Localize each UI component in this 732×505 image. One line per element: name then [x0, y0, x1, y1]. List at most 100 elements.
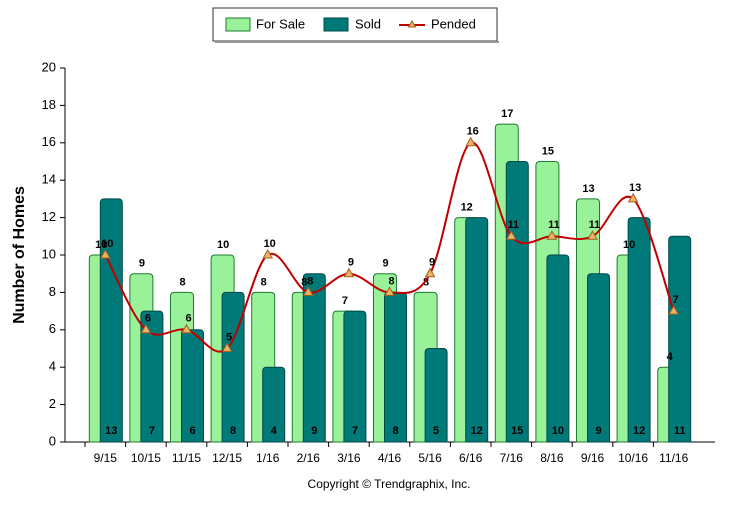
sold-bar [140, 310, 164, 443]
sold-bar [465, 217, 489, 443]
y-tick-label: 8 [49, 284, 56, 299]
pended-label: 7 [673, 294, 679, 306]
sold-label: 13 [105, 425, 117, 437]
pended-label: 6 [185, 313, 191, 325]
x-tick-label: 2/16 [297, 451, 321, 465]
for-sale-label: 7 [342, 295, 348, 307]
for-sale-label: 13 [582, 183, 594, 195]
y-tick-label: 0 [49, 433, 56, 448]
sold-bar [302, 273, 326, 443]
y-tick-label: 6 [49, 321, 56, 336]
x-tick-label: 10/15 [131, 451, 161, 465]
x-tick-label: 8/16 [540, 451, 564, 465]
pended-label: 9 [348, 257, 354, 269]
for-sale-label: 10 [95, 239, 107, 251]
sold-bar [384, 291, 407, 443]
sold-label: 9 [311, 425, 317, 437]
sold-label: 7 [352, 425, 358, 437]
pended-marker [181, 323, 192, 334]
sold-label: 7 [149, 425, 155, 437]
for-sale-label: 9 [382, 258, 388, 270]
x-tick-label: 5/16 [418, 451, 442, 465]
x-tick-label: 10/16 [618, 451, 648, 465]
for-sale-label: 12 [461, 202, 473, 214]
y-tick-label: 20 [42, 59, 56, 74]
y-tick-label: 12 [42, 209, 56, 224]
pended-marker [668, 305, 680, 315]
pended-label: 5 [226, 331, 232, 343]
y-tick-label: 14 [42, 172, 56, 187]
sold-label: 12 [471, 425, 483, 437]
pended-label: 16 [467, 126, 479, 138]
pended-marker [99, 248, 111, 259]
pended-marker [465, 136, 477, 147]
x-tick-label: 12/15 [212, 451, 242, 465]
pended-label: 9 [429, 257, 435, 269]
for-sale-label: 10 [623, 239, 635, 251]
legend-swatch [225, 17, 251, 32]
sold-label: 4 [271, 425, 278, 437]
legend-swatch [323, 17, 349, 32]
sold-label: 6 [189, 425, 195, 437]
sold-label: 9 [595, 425, 601, 437]
legend-label: Pended [431, 16, 476, 31]
sold-label: 8 [230, 425, 236, 437]
pended-label: 10 [101, 238, 113, 250]
x-tick-label: 4/16 [378, 451, 402, 465]
sold-label: 10 [552, 425, 564, 437]
y-axis-title: Number of Homes [11, 186, 28, 324]
for-sale-label: 8 [301, 276, 307, 288]
pended-label: 13 [629, 182, 641, 194]
sold-bar [587, 273, 610, 443]
pended-marker [262, 248, 274, 259]
sold-bar [221, 291, 245, 443]
x-tick-label: 7/16 [500, 451, 524, 465]
pended-marker [221, 342, 233, 352]
x-tick-label: 9/15 [94, 451, 118, 465]
sold-label: 12 [633, 425, 645, 437]
legend-box [212, 7, 498, 42]
sold-bar [424, 348, 448, 443]
pended-marker [140, 323, 152, 334]
footer: Copyright © Trendgraphix, Inc. [308, 477, 471, 491]
y-tick-label: 4 [49, 359, 56, 374]
y-tick-label: 10 [42, 246, 56, 261]
for-sale-label: 8 [261, 276, 267, 288]
sold-label: 8 [392, 425, 398, 437]
pended-marker [343, 267, 355, 278]
x-tick-label: 1/16 [256, 451, 280, 465]
x-tick-label: 11/16 [659, 451, 688, 465]
pended-label: 11 [589, 219, 601, 231]
sold-label: 5 [433, 425, 439, 437]
x-tick-label: 3/16 [337, 451, 361, 465]
pended-marker [384, 286, 395, 296]
y-tick-label: 2 [49, 396, 56, 411]
legend-label: For Sale [256, 16, 305, 31]
for-sale-label: 17 [501, 108, 513, 120]
for-sale-label: 8 [179, 276, 185, 288]
pended-label: 10 [264, 238, 276, 250]
pended-label: 6 [145, 313, 151, 325]
pended-label: 11 [507, 219, 519, 231]
sold-bar [262, 366, 286, 443]
sold-bar [99, 198, 123, 443]
legend-marker [407, 20, 417, 28]
for-sale-label: 10 [217, 239, 229, 251]
x-tick-label: 6/16 [459, 451, 483, 465]
for-sale-label: 15 [542, 145, 554, 157]
pended-marker [302, 286, 314, 296]
x-tick-label: 11/15 [172, 451, 201, 465]
pended-label: 8 [307, 275, 313, 287]
pended-marker [424, 267, 436, 278]
pended-label: 8 [388, 275, 394, 287]
sold-bar [343, 310, 367, 443]
for-sale-label: 4 [667, 351, 674, 363]
sold-bar [546, 254, 570, 443]
y-tick-label: 16 [42, 134, 56, 149]
sold-bar [505, 161, 529, 443]
pended-marker [505, 230, 517, 240]
sold-bar [668, 235, 692, 443]
pended-label: 11 [548, 219, 560, 231]
pended-marker [546, 230, 558, 240]
